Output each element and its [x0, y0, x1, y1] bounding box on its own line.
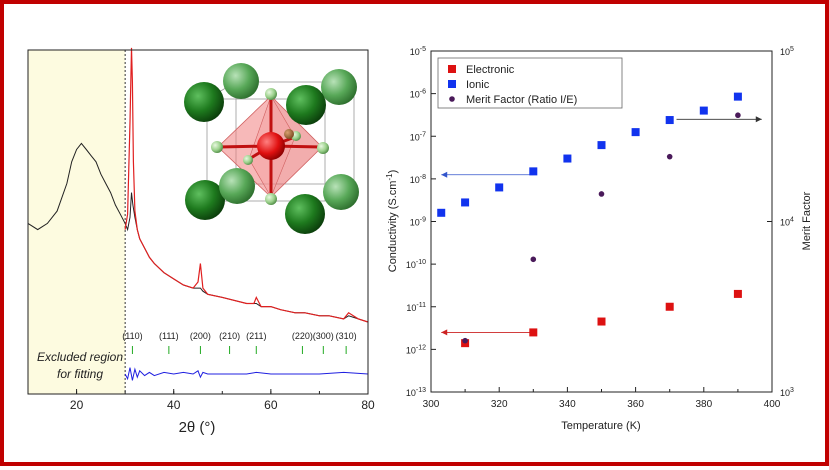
- central-metal-atom: [257, 132, 285, 160]
- conductivity-tick-label: 10-13: [406, 387, 426, 398]
- xrd-series-group: [27, 47, 369, 381]
- merit-factor-tick-label: 104: [780, 217, 794, 228]
- ionic-point: [461, 198, 470, 207]
- excluded-region-label-line2: for fitting: [57, 367, 103, 381]
- xrd-fitted-line: [124, 47, 369, 323]
- xrd-pattern-chart: Excluded region for fitting (110) (111) (2…: [27, 47, 375, 436]
- axis-indicator-arrows: [441, 116, 762, 336]
- minor-atom: [284, 129, 294, 139]
- ligand-atom: [317, 142, 329, 154]
- merit-factor-point: [530, 256, 537, 263]
- large-cation-atom: [185, 180, 225, 220]
- excluded-region-label-line1: Excluded region: [37, 350, 123, 364]
- conductivity-y-axis-label: Conductivity (S.cm-1): [385, 170, 399, 273]
- temperature-tick-label: 320: [491, 399, 508, 410]
- ligand-atom: [265, 193, 277, 205]
- conductivity-tick-label: 10-5: [410, 46, 426, 57]
- xrd-x-tick-label: 20: [70, 398, 84, 412]
- conductivity-tick-label: 10-11: [406, 302, 426, 313]
- merit-factor-point: [735, 112, 741, 119]
- axis-indicator-arrowhead: [441, 329, 448, 336]
- conductivity-x-axis-label: Temperature (K): [561, 420, 640, 432]
- merit-factor-point: [666, 153, 673, 160]
- peak-label: (211): [246, 331, 266, 341]
- legend-label: Merit Factor (Ratio I/E): [466, 94, 577, 106]
- xrd-x-axis-label: 2θ (°): [179, 419, 216, 436]
- xrd-x-tick-label: 40: [167, 398, 181, 412]
- peak-label: (220): [292, 331, 313, 341]
- merit-factor-axis-label: Merit Factor: [801, 191, 813, 250]
- large-cation-atom: [285, 194, 325, 234]
- large-cation-atom: [321, 69, 357, 105]
- crystal-structure-inset: [184, 63, 359, 234]
- ionic-point: [529, 167, 538, 176]
- ionic-point: [733, 92, 742, 101]
- xrd-plot-border: [27, 49, 369, 395]
- legend-box: [437, 57, 623, 109]
- conductivity-tick-label: 10-12: [406, 344, 426, 355]
- peak-label: (210): [219, 331, 240, 341]
- conductivity-tick-label: 10-8: [410, 174, 426, 185]
- conductivity-y-label-close: ): [387, 170, 399, 174]
- legend-label: Electronic: [466, 64, 515, 76]
- large-cation-atom: [323, 174, 359, 210]
- peak-labels: (110) (111) (200) (210) (211) (220) (300) (310): [122, 331, 356, 341]
- conductivity-y-label-sup: -1: [385, 173, 394, 181]
- electronic-point: [597, 317, 606, 326]
- ionic-point: [437, 208, 446, 217]
- conductivity-plot-border: [430, 50, 773, 393]
- conductivity-tick-label: 10-10: [406, 259, 426, 270]
- ionic-point: [665, 116, 674, 125]
- peak-label: (110): [122, 331, 142, 341]
- legend-marker: [448, 80, 456, 88]
- merit-factor-point: [598, 191, 605, 197]
- ligand-atom: [265, 88, 277, 100]
- conductivity-y-label-text: Conductivity (S.cm: [387, 181, 399, 273]
- legend-label: Ionic: [466, 79, 490, 91]
- temperature-tick-label: 300: [423, 399, 440, 410]
- xrd-x-tick-label: 80: [361, 398, 375, 412]
- large-cation-atom: [184, 82, 224, 122]
- ionic-point: [699, 106, 708, 115]
- axis-indicator-arrowhead: [755, 116, 762, 123]
- peak-label: (200): [190, 331, 211, 341]
- xrd-x-tick-label: 60: [264, 398, 278, 412]
- conductivity-chart: 300 320 340 360 380 400 10-13 10-12 10-11 10-10 10…: [385, 46, 813, 432]
- peak-label: (310): [336, 331, 357, 341]
- merit-factor-tick-label: 105: [780, 46, 794, 57]
- conductivity-legend: Electronic Ionic Merit Factor (Ratio I/E): [437, 57, 623, 109]
- ligand-atom: [243, 155, 253, 165]
- conductivity-series-group: [437, 92, 742, 348]
- merit-factor-tick-label: 103: [780, 387, 794, 398]
- legend-marker: [449, 96, 455, 102]
- ionic-point: [563, 154, 572, 163]
- large-cation-atom: [223, 63, 259, 99]
- temperature-tick-label: 380: [695, 399, 712, 410]
- ligand-atom: [211, 141, 223, 153]
- ionic-point: [495, 183, 504, 192]
- ionic-point: [631, 128, 640, 137]
- xrd-difference-line: [124, 367, 369, 381]
- large-cation-atom: [286, 85, 326, 125]
- peak-label: (300): [313, 331, 334, 341]
- merit-factor-point: [462, 337, 468, 344]
- legend-marker: [448, 65, 456, 73]
- excluded-region: [28, 50, 126, 394]
- electronic-point: [529, 328, 538, 337]
- xrd-x-axis: 20 40 60 80: [27, 389, 375, 412]
- electronic-point: [665, 302, 674, 311]
- electronic-point: [733, 289, 742, 298]
- axis-indicator-arrowhead: [441, 171, 448, 178]
- ionic-point: [597, 141, 606, 150]
- peak-tick-marks: [131, 346, 347, 354]
- temperature-tick-label: 360: [627, 399, 644, 410]
- conductivity-tick-label: 10-9: [410, 217, 426, 228]
- temperature-tick-label: 400: [764, 399, 781, 410]
- conductivity-tick-label: 10-7: [410, 131, 426, 142]
- large-cation-atom: [219, 168, 255, 204]
- temperature-tick-label: 340: [559, 399, 576, 410]
- peak-label: (111): [159, 331, 179, 341]
- conductivity-tick-label: 10-6: [410, 89, 426, 100]
